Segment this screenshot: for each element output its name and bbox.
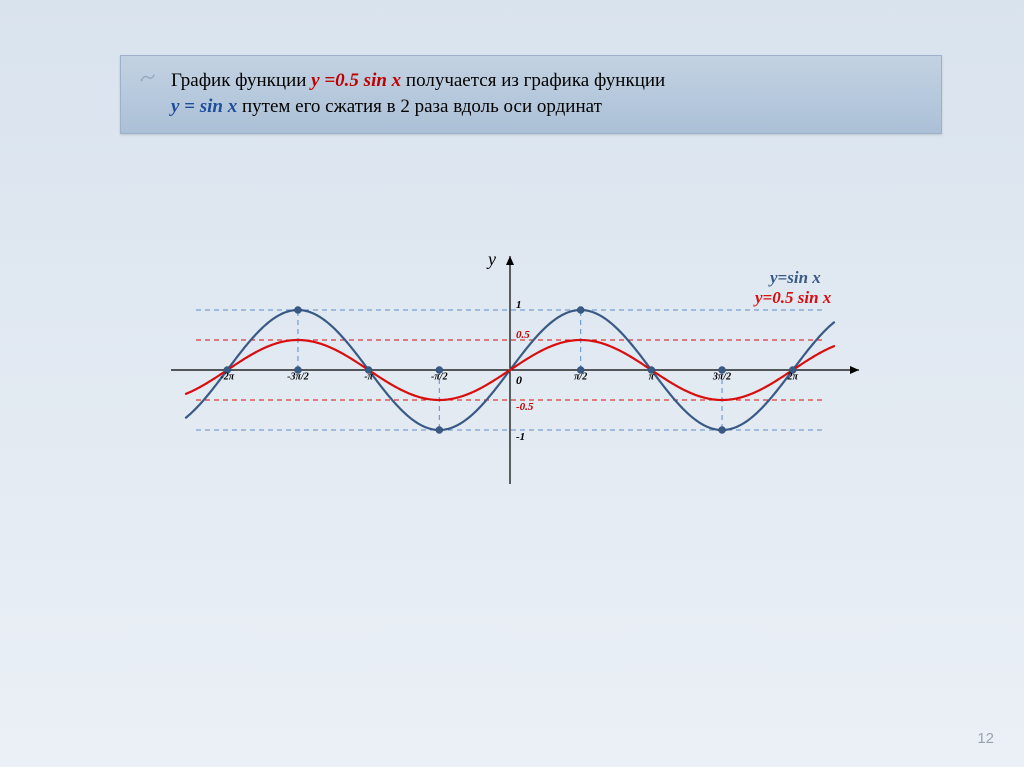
svg-text:-π/2: -π/2 <box>431 371 448 382</box>
svg-text:-1: -1 <box>516 431 525 443</box>
chart-container: y=sin xy=0.5 sin x -2π -3π/2 -π -π/2 π/2 π 3π/2… <box>150 240 870 500</box>
description-box: График функции y =0.5 sin x получается и… <box>120 55 942 134</box>
svg-text:y: y <box>486 249 496 269</box>
svg-text:-0.5: -0.5 <box>516 401 534 413</box>
text-post: путем его сжатия в 2 раза вдоль оси орди… <box>237 96 602 117</box>
text-mid: получается из графика функции <box>401 70 665 91</box>
svg-text:-3π/2: -3π/2 <box>287 371 309 382</box>
svg-text:2π: 2π <box>787 371 799 382</box>
svg-text:-2π: -2π <box>220 371 234 382</box>
svg-text:0: 0 <box>516 373 522 387</box>
svg-text:y=sin x: y=sin x <box>768 268 821 287</box>
func1: y =0.5 sin x <box>311 70 401 91</box>
bullet-icon <box>139 71 157 89</box>
text-pre: График функции <box>171 70 311 91</box>
svg-text:π: π <box>649 371 655 382</box>
svg-text:y=0.5 sin x: y=0.5 sin x <box>753 288 832 307</box>
svg-text:3π/2: 3π/2 <box>712 371 731 382</box>
svg-text:-π: -π <box>364 371 373 382</box>
page-number: 12 <box>977 730 994 747</box>
svg-text:0.5: 0.5 <box>516 329 530 341</box>
svg-text:1: 1 <box>516 299 522 311</box>
func2: y = sin x <box>171 96 237 117</box>
sine-chart: y=sin xy=0.5 sin x -2π -3π/2 -π -π/2 π/2 π 3π/2… <box>150 240 870 500</box>
svg-text:π/2: π/2 <box>574 371 587 382</box>
